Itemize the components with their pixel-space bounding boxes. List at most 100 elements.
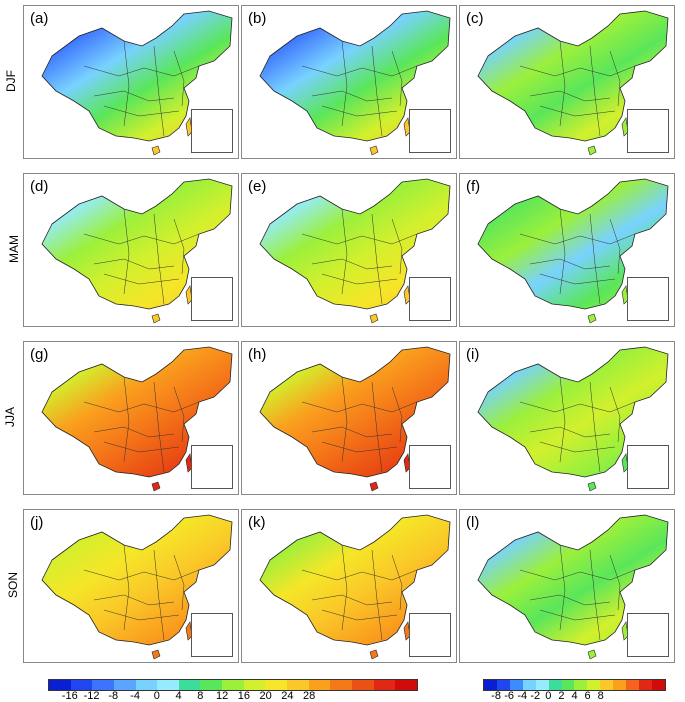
hainan-island [151, 481, 161, 492]
panel-label: (a) [30, 10, 49, 27]
hainan-island [151, 649, 161, 660]
colorbar-segment [351, 680, 374, 690]
colorbar-segment [222, 680, 244, 690]
panel-label: (k) [248, 514, 266, 531]
panel-label: (f) [466, 178, 481, 195]
panel-label: (b) [248, 10, 267, 27]
colorbar-segment [200, 680, 223, 690]
row-label-mam: MAM [7, 235, 21, 263]
hainan-island [369, 313, 379, 324]
colorbar-segment [535, 680, 549, 690]
south-china-sea-inset [627, 613, 669, 657]
colorbar-segment [287, 680, 309, 690]
colorbar-segment [639, 680, 652, 690]
colorbar-segment [243, 680, 266, 690]
hainan-island [151, 145, 161, 156]
south-china-sea-inset [191, 109, 233, 153]
row-label-jja: JJA [3, 406, 18, 428]
hainan-island [151, 313, 161, 324]
hainan-island [369, 649, 379, 660]
colorbar-segment [49, 680, 71, 690]
panel-label: (l) [466, 514, 480, 531]
colorbar-tick-label: -16 [61, 690, 78, 702]
colorbar-tick-label: -8 [491, 690, 501, 702]
colorbar-segment [600, 680, 614, 690]
colorbar-tick-label: 24 [281, 690, 294, 702]
colorbar-tick-label: 6 [584, 690, 591, 702]
colorbar-tick-label: -4 [130, 690, 140, 702]
panel-label: (d) [30, 178, 49, 195]
colorbar-segment [373, 680, 396, 690]
colorbar-segment [548, 680, 562, 690]
map-panel: (h) [241, 341, 457, 495]
china-map-shape [477, 346, 669, 478]
south-china-sea-inset [409, 613, 451, 657]
hainan-island [587, 313, 597, 324]
map-panel: (f) [459, 173, 675, 327]
map-panel: (k) [241, 509, 457, 663]
colorbar-tick-label: 12 [215, 690, 229, 702]
colorbar-tick-label: 2 [558, 690, 565, 702]
china-map-shape [477, 178, 669, 310]
hainan-island [587, 481, 597, 492]
colorbar-tick-label: 8 [597, 690, 604, 702]
colorbar-segment [178, 680, 201, 690]
panel-label: (g) [30, 346, 49, 363]
colorbar-tick-label: 20 [259, 690, 272, 702]
colorbar-segment [330, 680, 352, 690]
china-map-shape [41, 346, 233, 478]
map-panel: (b) [241, 5, 457, 159]
china-map-shape [259, 514, 451, 646]
colorbar-segment [484, 680, 497, 690]
map-panel: (e) [241, 173, 457, 327]
hainan-island [369, 481, 379, 492]
panel-label: (c) [466, 10, 484, 27]
south-china-sea-inset [627, 445, 669, 489]
colorbar-segment [265, 680, 288, 690]
row-label-djf: DJF [4, 70, 18, 92]
colorbar-tick-label: -12 [83, 690, 100, 702]
colorbar-tick-label: 4 [571, 690, 578, 702]
colorbar-tick-label: -2 [530, 690, 541, 702]
map-panel: (d) [23, 173, 239, 327]
colorbar-segment [509, 680, 523, 690]
colorbar-segment [613, 680, 627, 690]
south-china-sea-inset [191, 445, 233, 489]
colorbar-segment [522, 680, 536, 690]
colorbar-segment [395, 680, 417, 690]
colorbar-segment [70, 680, 93, 690]
panel-label: (i) [466, 346, 480, 363]
colorbar-tick-label: 28 [303, 690, 316, 702]
south-china-sea-inset [627, 109, 669, 153]
colorbar-tick-label: 0 [545, 690, 552, 702]
china-map-shape [477, 514, 669, 646]
colorbar-segment [626, 680, 640, 690]
colorbar-tick-label: -8 [108, 690, 119, 702]
hainan-island [587, 145, 597, 156]
colorbar-tick-label: 8 [197, 690, 204, 702]
south-china-sea-inset [409, 445, 451, 489]
map-panel: (i) [459, 341, 675, 495]
colorbar-segment [157, 680, 179, 690]
south-china-sea-inset [409, 109, 451, 153]
panel-label: (h) [248, 346, 267, 363]
colorbar-tick-label: 4 [175, 690, 182, 702]
colorbar-tick-label: 0 [153, 690, 160, 702]
south-china-sea-inset [627, 277, 669, 321]
china-map-shape [41, 10, 233, 142]
hainan-island [369, 145, 379, 156]
south-china-sea-inset [191, 277, 233, 321]
south-china-sea-inset [191, 613, 233, 657]
colorbar-right [483, 679, 666, 691]
panel-label: (e) [248, 178, 267, 195]
map-panel: (g) [23, 341, 239, 495]
panel-label: (j) [30, 514, 44, 531]
row-label-son: SON [6, 571, 21, 599]
colorbar-segment [574, 680, 588, 690]
colorbar-segment [135, 680, 158, 690]
colorbar-segment [92, 680, 114, 690]
china-map-shape [259, 178, 451, 310]
map-panel: (c) [459, 5, 675, 159]
china-map-shape [41, 178, 233, 310]
colorbar-segment [561, 680, 575, 690]
